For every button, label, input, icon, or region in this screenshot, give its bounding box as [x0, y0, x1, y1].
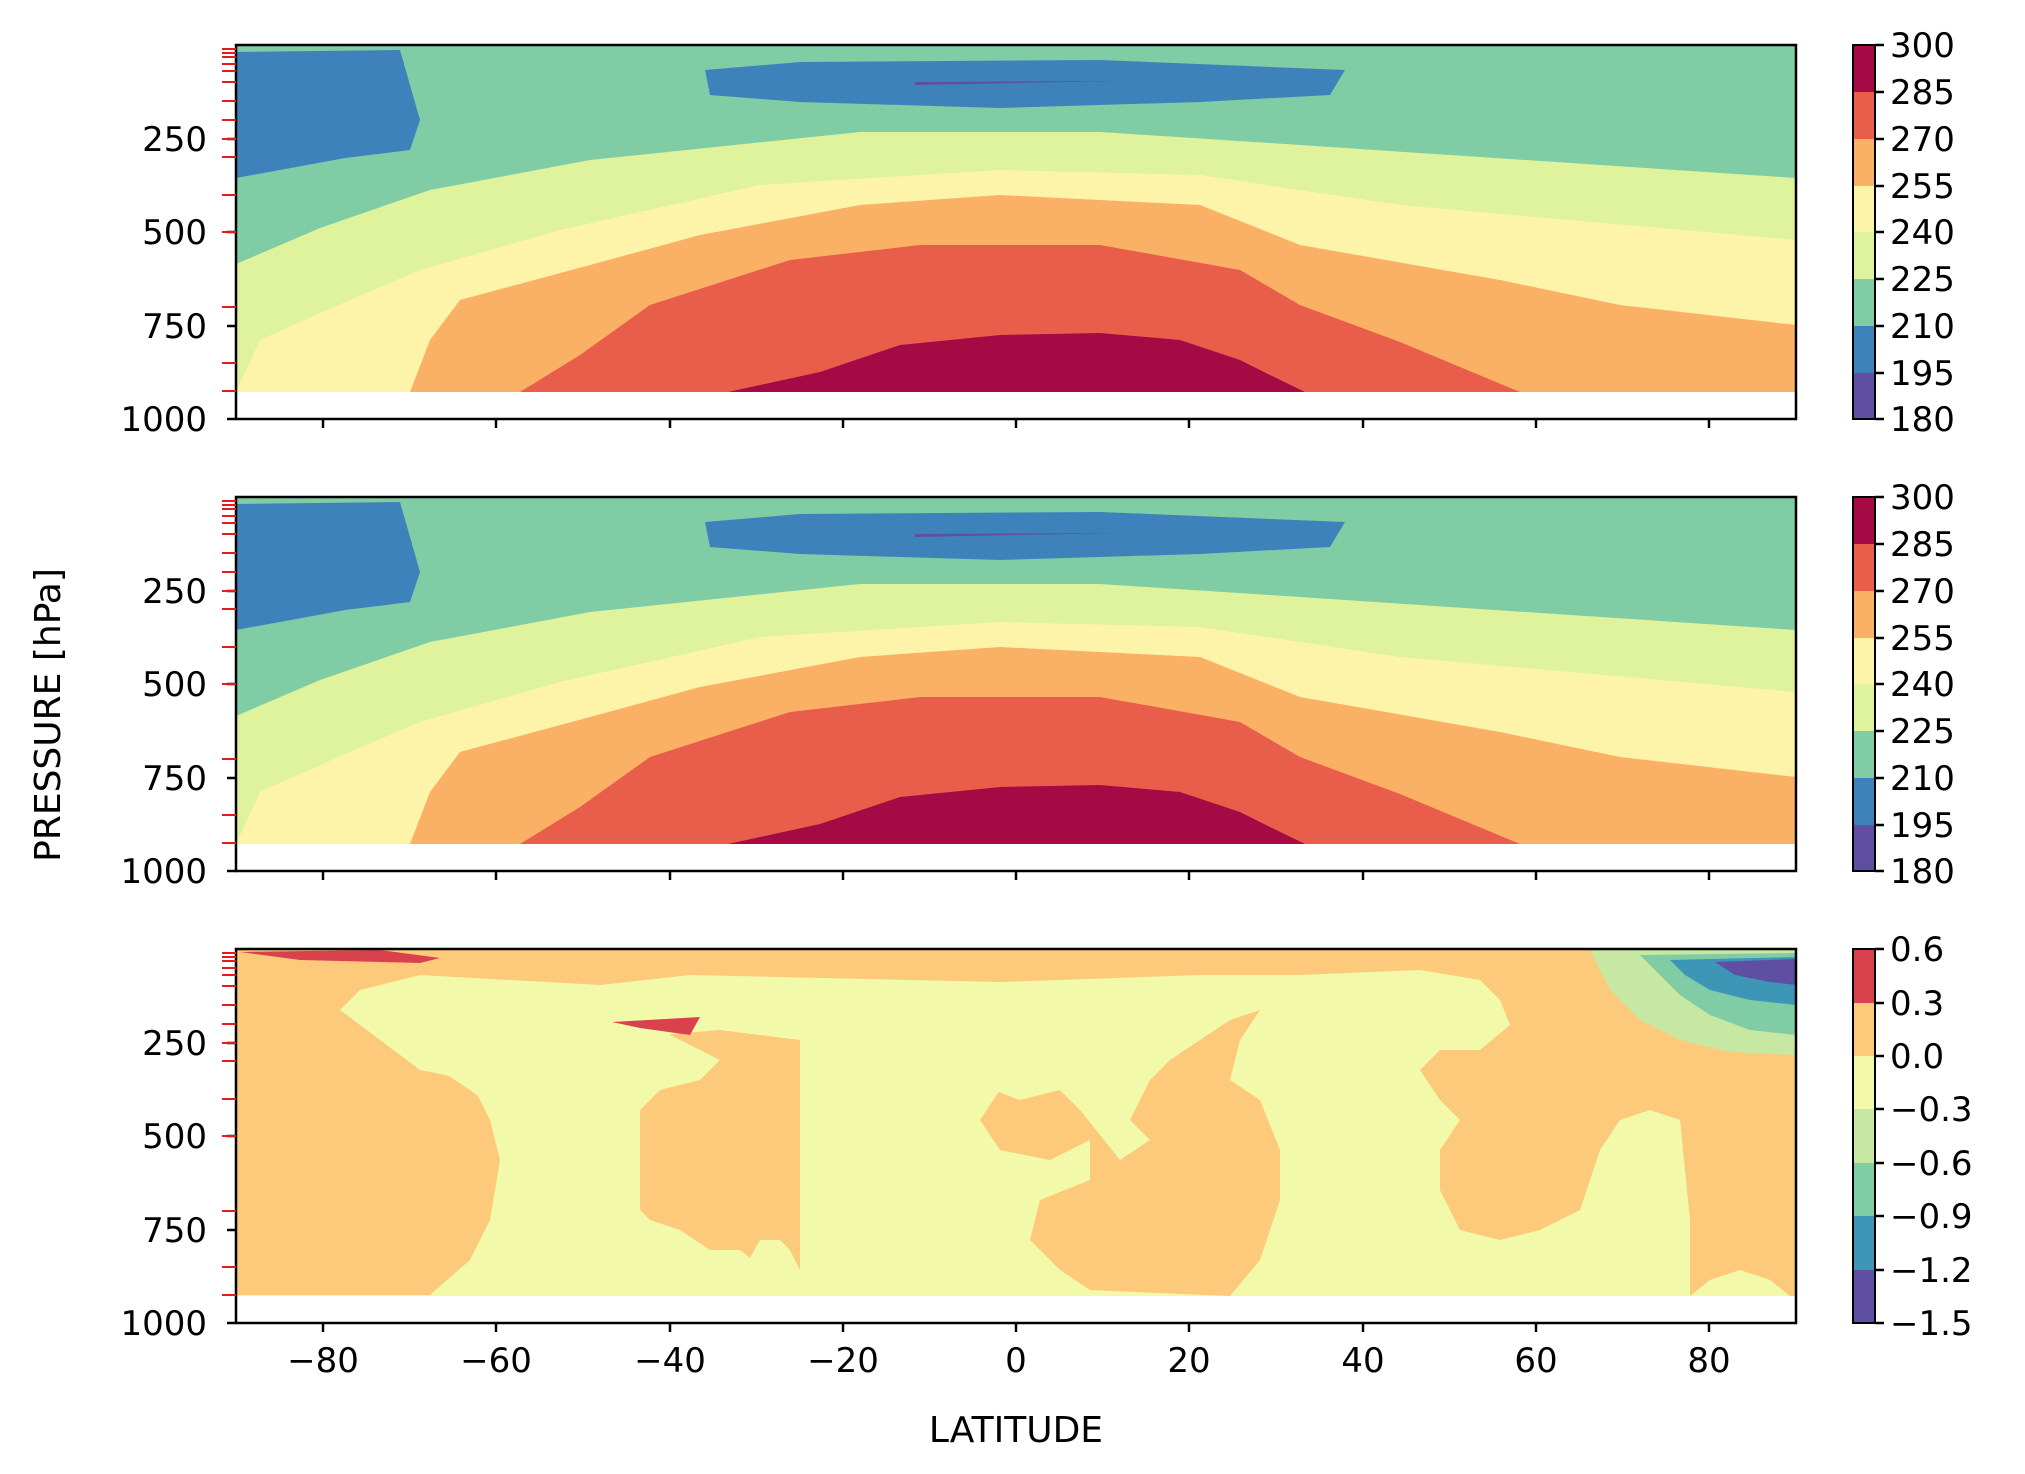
- x-tick-label: 20: [1167, 1341, 1210, 1381]
- colorbar-tick-label: 195: [1890, 806, 1955, 846]
- colorbar-band: [1853, 1163, 1875, 1216]
- colorbar-tick-label: −1.5: [1890, 1304, 1973, 1344]
- colorbar-tick-label: 180: [1890, 852, 1955, 892]
- panel-3: 250 500 750 1000 0.6 0.3 0.0 −0.3 −0: [120, 930, 1972, 1344]
- pressure-level-markers-panel-1: [222, 48, 236, 392]
- y-tick-labels-panel-1: 250 500 750 1000: [120, 120, 207, 440]
- x-ticks-panel-2: [321, 871, 1711, 880]
- y-tick-label: 1000: [120, 852, 207, 892]
- colorbar-tick-label: 0.3: [1890, 984, 1944, 1024]
- colorbar-band: [1853, 638, 1875, 684]
- colorbar-panel-2: 300 285 270 255 240 225 210 195 180: [1852, 478, 1955, 892]
- colorbar-band: [1853, 778, 1875, 825]
- y-tick-label: 750: [142, 307, 207, 347]
- x-tick-label: −40: [634, 1341, 706, 1381]
- colorbar-band: [1853, 45, 1875, 92]
- contour-fill-panel-2: [236, 497, 1796, 871]
- colorbar-band: [1853, 1270, 1875, 1323]
- colorbar-tick-label: 180: [1890, 400, 1955, 440]
- colorbar-band: [1853, 1003, 1875, 1056]
- x-tick-labels: −80 −60 −40 −20 0 20 40 60 80: [287, 1341, 1731, 1381]
- colorbar-band: [1853, 1109, 1875, 1163]
- y-tick-label: 500: [142, 1117, 207, 1157]
- y-tick-label: 500: [142, 665, 207, 705]
- x-tick-label: −80: [287, 1341, 359, 1381]
- colorbar-band: [1853, 949, 1875, 1003]
- colorbar-band: [1853, 373, 1875, 419]
- y-ticks-panel-2: [227, 589, 236, 873]
- y-tick-label: 250: [142, 572, 207, 612]
- pressure-level-markers-panel-3: [222, 952, 236, 1296]
- colorbar-tick-label: 240: [1890, 213, 1955, 253]
- x-tick-label: 60: [1514, 1341, 1557, 1381]
- x-tick-label: −60: [460, 1341, 532, 1381]
- y-tick-label: 500: [142, 213, 207, 253]
- colorbar-panel-1: 300 285 270 255 240 225 210 195 180: [1852, 26, 1955, 440]
- colorbar-band: [1853, 92, 1875, 139]
- colorbar-tick-label: 240: [1890, 665, 1955, 705]
- y-tick-label: 1000: [120, 400, 207, 440]
- x-ticks-panel-1: [321, 419, 1711, 428]
- colorbar-tick-label: 255: [1890, 619, 1955, 659]
- x-tick-label: 0: [1005, 1341, 1027, 1381]
- y-ticks-panel-3: [227, 1041, 236, 1325]
- y-tick-label: 750: [142, 759, 207, 799]
- colorbar-band: [1853, 1216, 1875, 1270]
- colorbar-band: [1853, 497, 1875, 544]
- colorbar-band: [1853, 232, 1875, 279]
- x-tick-label: 80: [1687, 1341, 1730, 1381]
- colorbar-tick-label: 225: [1890, 260, 1955, 300]
- colorbar-band: [1853, 731, 1875, 778]
- colorbar-tick-label: −0.6: [1890, 1144, 1973, 1184]
- colorbar-tick-label: −0.3: [1890, 1090, 1973, 1130]
- colorbar-band: [1853, 1056, 1875, 1109]
- panel-1: 250 500 750 1000 300 285 270: [120, 26, 1954, 440]
- y-tick-label: 1000: [120, 1304, 207, 1344]
- colorbar-band: [1853, 684, 1875, 731]
- colorbar-band: [1853, 186, 1875, 232]
- colorbar-band: [1853, 139, 1875, 186]
- colorbar-band: [1853, 544, 1875, 591]
- colorbar-tick-label: 0.6: [1890, 930, 1944, 970]
- colorbar-tick-label: −0.9: [1890, 1197, 1973, 1237]
- colorbar-tick-label: −1.2: [1890, 1251, 1973, 1291]
- colorbar-band: [1853, 326, 1875, 373]
- x-ticks-panel-3: [321, 1323, 1711, 1332]
- colorbar-band: [1853, 825, 1875, 871]
- y-tick-label: 750: [142, 1211, 207, 1251]
- colorbar-tick-label: 0.0: [1890, 1037, 1944, 1077]
- panel-2: 250 500 750 1000 300 285 270: [120, 478, 1954, 892]
- pressure-level-markers-panel-2: [222, 500, 236, 844]
- y-tick-labels-panel-2: 250 500 750 1000: [120, 572, 207, 892]
- y-tick-label: 250: [142, 1024, 207, 1064]
- colorbar-tick-label: 210: [1890, 307, 1955, 347]
- y-tick-label: 250: [142, 120, 207, 160]
- colorbar-tick-label: 270: [1890, 572, 1955, 612]
- colorbar-tick-label: 285: [1890, 525, 1955, 565]
- colorbar-frame: [1852, 948, 1876, 1324]
- x-tick-label: −20: [807, 1341, 879, 1381]
- colorbar-tick-label: 285: [1890, 73, 1955, 113]
- colorbar-band: [1853, 279, 1875, 326]
- colorbar-panel-3: 0.6 0.3 0.0 −0.3 −0.6 −0.9 −1.2 −1.5: [1852, 930, 1973, 1344]
- colorbar-tick-label: 255: [1890, 167, 1955, 207]
- x-axis-label: LATITUDE: [929, 1410, 1103, 1451]
- colorbar-tick-label: 270: [1890, 120, 1955, 160]
- contour-fill-panel-1: [236, 45, 1796, 419]
- colorbar-tick-label: 225: [1890, 712, 1955, 752]
- colorbar-tick-label: 300: [1890, 478, 1955, 518]
- contour-fill-panel-3: [236, 949, 1796, 1323]
- x-tick-label: 40: [1341, 1341, 1384, 1381]
- colorbar-tick-label: 300: [1890, 26, 1955, 66]
- y-axis-label: PRESSURE [hPa]: [28, 568, 69, 862]
- colorbar-band: [1853, 591, 1875, 638]
- colorbar-tick-label: 210: [1890, 759, 1955, 799]
- colorbar-tick-label: 195: [1890, 354, 1955, 394]
- y-tick-labels-panel-3: 250 500 750 1000: [120, 1024, 207, 1344]
- y-ticks-panel-1: [227, 137, 236, 421]
